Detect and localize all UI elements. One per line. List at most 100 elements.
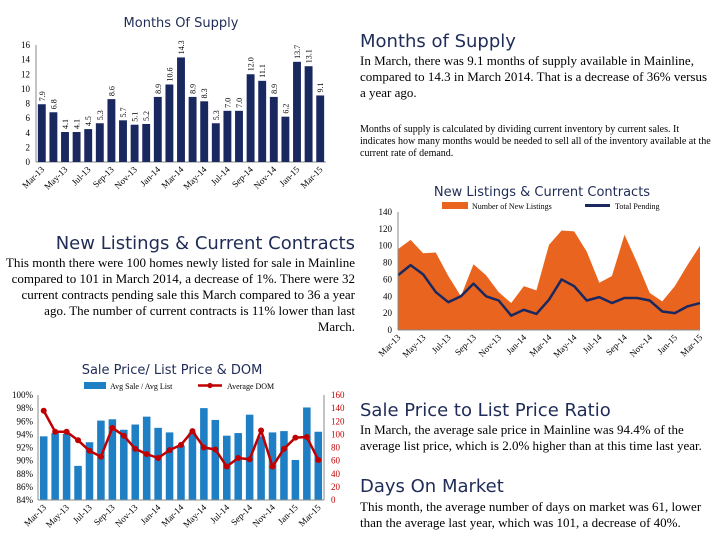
dom-point	[40, 407, 47, 414]
dom-point	[280, 445, 287, 452]
y-tick-label: 100	[379, 241, 393, 251]
x-tick-label: Nov-13	[113, 502, 140, 529]
dom-point	[200, 444, 207, 451]
dom-point	[155, 455, 162, 461]
dom-point	[63, 428, 70, 435]
ratio-bar	[39, 436, 48, 500]
y-tick-label: 140	[379, 207, 393, 217]
x-tick-label: Jan-14	[138, 502, 162, 526]
bar-data-label: 4.1	[61, 119, 70, 129]
dom-point	[189, 428, 196, 435]
y-right-tick-label: 80	[331, 443, 341, 453]
bar-data-label: 8.9	[154, 84, 163, 94]
supply-body: In March, there was 9.1 months of supply…	[360, 53, 708, 100]
dom-point	[97, 453, 104, 460]
bar-data-label: 5.7	[119, 107, 128, 117]
x-tick-label: May-14	[551, 332, 579, 360]
bar-data-label: 5.1	[131, 112, 140, 122]
y-left-tick-label: 90%	[17, 456, 34, 466]
ratio-bar	[303, 407, 311, 500]
dom-point	[86, 447, 93, 454]
supply-bar	[119, 120, 127, 162]
supply-bar	[153, 96, 162, 162]
y-left-tick-label: 92%	[17, 443, 34, 453]
y-right-tick-label: 160	[331, 390, 345, 400]
dom-point	[120, 432, 127, 439]
supply-bar	[72, 132, 81, 162]
x-tick-label: Jul-14	[581, 332, 604, 355]
y-tick-label: 0	[26, 157, 31, 167]
x-tick-label: Mar-14	[159, 164, 185, 190]
dom-point	[166, 447, 173, 454]
dom-point	[235, 455, 242, 461]
ratio-bar	[314, 431, 323, 500]
x-tick-label: May-13	[400, 332, 428, 360]
dom-point	[75, 437, 82, 444]
x-tick-label: Sep-13	[453, 332, 478, 357]
x-tick-label: May-14	[181, 164, 209, 192]
ratio-bar	[188, 432, 197, 500]
dom-point	[258, 427, 265, 434]
supply-bar	[142, 123, 151, 162]
y-left-tick-label: 88%	[17, 469, 34, 479]
ratio-bar	[234, 433, 242, 500]
x-tick-label: May-13	[42, 164, 70, 192]
supply-bar	[107, 99, 116, 162]
bar-data-label: 8.3	[200, 88, 209, 98]
x-tick-label: Mar-13	[20, 164, 46, 190]
x-tick-label: Sep-13	[91, 164, 116, 189]
ratio-bar	[131, 424, 140, 500]
y-tick-label: 16	[21, 40, 31, 50]
ratio-bar	[257, 436, 265, 500]
dom-point	[143, 451, 150, 458]
x-tick-label: Jul-14	[208, 502, 231, 525]
supply-heading: Months of Supply	[360, 31, 516, 52]
supply-bar	[200, 101, 209, 162]
y-left-tick-label: 98%	[17, 403, 34, 413]
y-left-tick-label: 84%	[17, 495, 34, 505]
ratio-bar	[154, 427, 162, 500]
x-tick-label: Jan-15	[277, 164, 301, 188]
bar-data-label: 8.9	[270, 84, 279, 94]
bar-data-label: 7.0	[235, 98, 244, 108]
listings-body: This month there were 100 homes newly li…	[5, 255, 355, 334]
bar-data-label: 9.1	[316, 82, 325, 92]
bar-data-label: 4.5	[84, 116, 93, 126]
dom-heading: Days On Market	[360, 476, 504, 497]
bar-data-label: 4.1	[73, 119, 82, 129]
supply-bar	[49, 112, 58, 162]
x-tick-label: Jan-14	[138, 164, 162, 188]
supply-bar	[269, 96, 278, 162]
y-tick-label: 2	[26, 142, 31, 152]
supply-note: Months of supply is calculated by dividi…	[360, 124, 711, 159]
x-tick-label: Nov-13	[112, 164, 139, 191]
x-tick-label: Sep-13	[92, 502, 117, 527]
ratio-bar	[108, 419, 117, 500]
supply-bar	[246, 74, 255, 162]
ratio-bar	[51, 433, 59, 500]
bar-data-label: 7.0	[223, 98, 232, 108]
y-tick-label: 14	[21, 55, 31, 65]
supply-bar	[130, 124, 139, 162]
ratio-bar	[291, 459, 300, 500]
ratio-bar	[85, 442, 94, 500]
x-tick-label: Nov-14	[628, 332, 655, 359]
supply-bar	[188, 96, 197, 162]
supply-bar	[177, 57, 185, 162]
ratio-heading: Sale Price to List Price Ratio	[360, 400, 611, 421]
chart-title: New Listings & Current Contracts	[434, 185, 650, 200]
chart-title: Months Of Supply	[124, 16, 239, 31]
x-tick-label: Mar-14	[527, 332, 553, 358]
supply-bar	[281, 116, 290, 162]
ratio-body: In March, the average sale price in Main…	[360, 422, 702, 453]
x-tick-label: Sep-14	[230, 164, 255, 189]
supply-bar	[84, 129, 93, 162]
listings-heading: New Listings & Current Contracts	[55, 233, 355, 254]
supply-bar	[304, 66, 313, 162]
y-tick-label: 4	[26, 128, 31, 138]
y-tick-label: 12	[21, 69, 30, 79]
supply-bar	[165, 84, 174, 162]
dom-point	[269, 463, 276, 470]
bar-data-label: 11.1	[258, 64, 267, 78]
